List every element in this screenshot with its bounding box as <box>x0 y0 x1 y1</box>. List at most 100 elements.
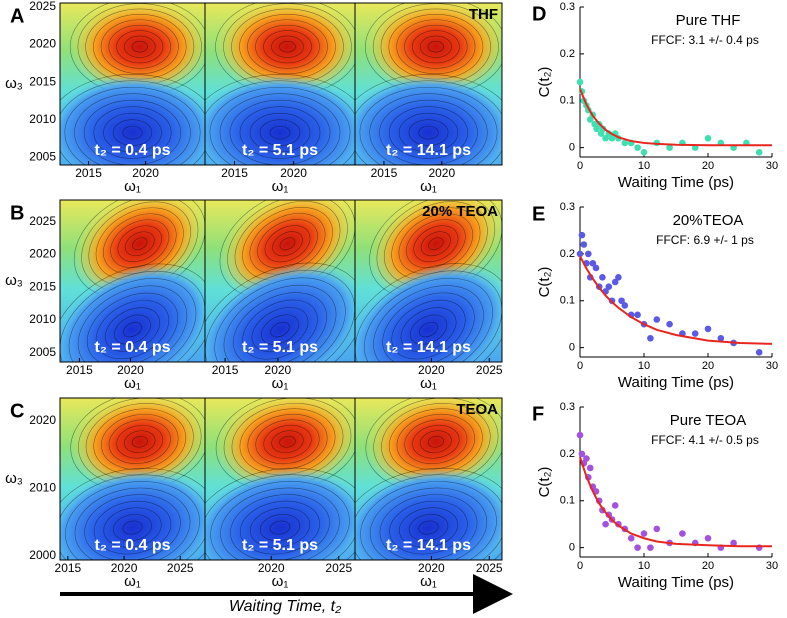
contour-line <box>388 106 468 159</box>
x-tick-label: 2020 <box>418 561 445 575</box>
contour-line <box>355 270 502 362</box>
data-point <box>580 241 588 248</box>
contour-line <box>396 19 476 75</box>
spectrum <box>205 3 355 165</box>
contour-line <box>205 262 355 362</box>
spectrum-peak <box>215 3 355 96</box>
y-tick-label: 2015 <box>29 279 56 293</box>
contour-line <box>360 481 497 560</box>
contour-line <box>112 119 153 146</box>
contour-line <box>220 487 340 560</box>
data-point <box>640 149 648 156</box>
data-point <box>611 502 619 509</box>
data-point <box>704 325 712 333</box>
data-point <box>586 464 594 472</box>
contour-line <box>355 80 502 165</box>
x-tick-label: 2020 <box>111 561 138 575</box>
contour-line <box>418 520 439 535</box>
y-tick-label: 0.3 <box>560 1 575 13</box>
spectrum-peak <box>70 3 205 96</box>
contour-line <box>279 41 296 53</box>
spectrum <box>205 200 355 362</box>
fit-curve <box>579 255 773 345</box>
data-point <box>602 520 609 528</box>
contour-line <box>419 35 452 58</box>
data-point <box>576 78 584 86</box>
contour-line <box>359 86 498 165</box>
y-tick-label: 2025 <box>29 214 56 228</box>
y-axis-label: C(t₂) <box>536 67 553 98</box>
waiting-time-caption: t₂ = 5.1 ps <box>242 537 318 554</box>
spectrum-peak <box>216 398 355 492</box>
waiting-time-caption: t₂ = 0.4 ps <box>94 339 170 356</box>
contour-line <box>413 225 459 263</box>
arrow-label: Waiting Time, t₂ <box>229 598 341 615</box>
spectrum-peak <box>355 74 502 165</box>
contour-line <box>108 419 171 464</box>
x-tick-label: 2020 <box>117 363 144 377</box>
panel-letter: B <box>10 202 24 224</box>
contour-line <box>418 125 439 140</box>
contour-line <box>355 474 502 560</box>
contour-line <box>408 119 449 146</box>
y-tick-label: 2005 <box>29 345 56 359</box>
x-tick-label: 2025 <box>476 561 503 575</box>
contour-line <box>259 514 301 542</box>
contour-line <box>259 119 301 146</box>
contour-line <box>219 93 341 165</box>
contour-line <box>95 300 170 360</box>
spectrum-frame <box>354 2 503 166</box>
y-axis-label: ω₃ <box>5 272 23 289</box>
x-tick-label: 2015 <box>75 166 102 180</box>
x-tick-label: 10 <box>638 360 650 372</box>
y-tick-label: 0.1 <box>560 95 575 107</box>
contour-line <box>255 24 320 69</box>
y-axis-label: ω₃ <box>5 470 23 487</box>
contour-line <box>408 514 449 542</box>
panel-letter: A <box>10 5 24 27</box>
x-tick-label: 10 <box>638 160 650 172</box>
data-point <box>704 134 712 142</box>
y-tick-label: 2010 <box>29 312 56 326</box>
x-tick-label: 0 <box>577 360 583 372</box>
contour-line <box>77 285 188 362</box>
contour-line <box>427 41 444 53</box>
contour-line <box>409 314 448 345</box>
chart-title: Pure TEOA <box>670 412 746 429</box>
contour-line <box>240 500 320 555</box>
data-point <box>704 534 712 542</box>
data-point <box>608 134 616 142</box>
spectrum <box>60 3 205 165</box>
contour-line <box>205 474 355 560</box>
contour-line <box>83 99 182 165</box>
data-point <box>621 302 629 309</box>
contour-line <box>117 225 162 263</box>
contour-line <box>398 112 459 153</box>
contour-line <box>114 314 151 345</box>
contour-line <box>355 263 502 362</box>
data-point <box>615 274 622 281</box>
panel-letter: D <box>532 3 546 25</box>
data-point <box>599 125 607 133</box>
x-tick-label: 20 <box>702 360 714 372</box>
contour-line <box>406 219 466 269</box>
contour-line <box>419 430 452 454</box>
x-tick-label: 2025 <box>325 561 352 575</box>
x-axis-label: Waiting Time (ps) <box>618 174 734 191</box>
waiting-time-caption: t₂ = 5.1 ps <box>242 339 318 356</box>
data-point <box>611 278 619 286</box>
y-tick-label: 2020 <box>29 413 56 427</box>
x-tick-label: 20 <box>702 160 714 172</box>
contour-line <box>279 237 296 251</box>
data-point <box>589 259 597 267</box>
x-tick-label: 2015 <box>371 166 398 180</box>
spectrum-peak <box>70 398 205 492</box>
spectrum-peak <box>205 468 355 560</box>
contour-line <box>122 520 143 535</box>
contour-line <box>65 481 200 560</box>
contour-line <box>93 106 172 159</box>
contour-line <box>74 487 191 560</box>
contour-line <box>242 299 318 360</box>
contour-line <box>205 270 355 362</box>
